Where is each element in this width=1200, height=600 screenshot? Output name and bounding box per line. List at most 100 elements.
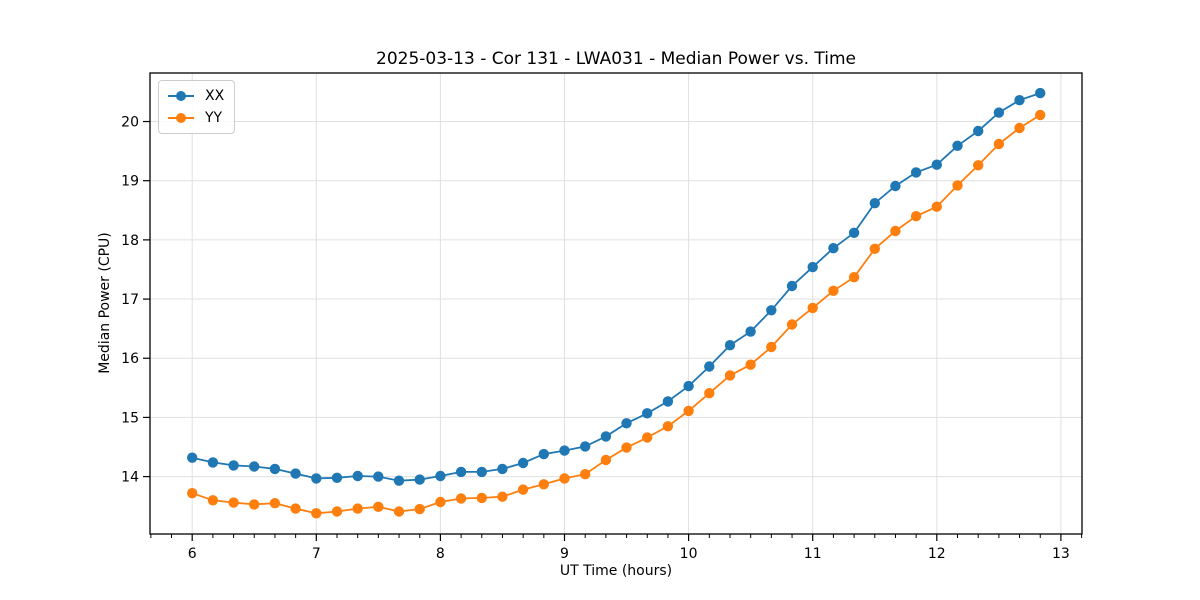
series-yy-marker xyxy=(952,180,963,191)
x-axis-label: UT Time (hours) xyxy=(559,563,673,579)
series-yy-marker xyxy=(249,499,260,510)
xx-line-swatch-icon xyxy=(168,91,194,101)
series-xx-marker xyxy=(435,470,446,482)
series-xx-marker xyxy=(621,418,632,429)
series-yy-marker xyxy=(187,488,198,499)
series-xx-marker xyxy=(228,460,239,471)
series-yy-marker xyxy=(1035,109,1046,121)
series-xx-marker xyxy=(890,180,901,192)
series-xx-marker xyxy=(580,441,591,452)
series-xx-marker xyxy=(269,463,281,475)
series-xx-marker xyxy=(249,461,260,472)
series-xx-marker xyxy=(848,227,860,238)
yy-line-swatch-icon xyxy=(168,113,194,123)
y-axis-label: Median Power (CPU) xyxy=(97,232,113,374)
series-xx-marker xyxy=(559,445,570,456)
y-tick-label: 20 xyxy=(121,115,139,131)
series-xx-marker xyxy=(704,361,715,372)
series-yy-marker xyxy=(228,497,239,508)
series-yy-marker xyxy=(993,138,1005,150)
series-yy-marker xyxy=(848,272,860,283)
series-yy-marker xyxy=(890,225,901,237)
x-tick-label: 6 xyxy=(188,546,197,562)
series-xx-marker xyxy=(393,475,405,486)
series-xx-marker xyxy=(600,431,612,442)
series-yy-marker xyxy=(807,302,818,314)
chart-title: 2025-03-13 - Cor 131 - LWA031 - Median P… xyxy=(376,49,856,69)
series-yy-marker xyxy=(207,495,219,506)
series-yy-marker xyxy=(517,484,529,495)
series-yy-marker xyxy=(724,370,736,381)
series-xx-marker xyxy=(207,457,219,468)
y-tick-label: 19 xyxy=(121,174,139,190)
series-xx-marker xyxy=(952,140,963,151)
series-yy-marker xyxy=(559,473,570,484)
series-xx-marker xyxy=(745,326,756,337)
series-xx-marker xyxy=(476,466,487,478)
y-tick-label: 17 xyxy=(121,292,139,308)
series-xx-marker xyxy=(662,396,674,407)
series-yy-marker xyxy=(373,501,384,512)
x-tick-label: 7 xyxy=(312,546,321,562)
series-xx-marker xyxy=(724,340,736,351)
series-xx-marker xyxy=(683,380,694,392)
series-xx-marker xyxy=(455,466,467,478)
series-yy-marker xyxy=(538,479,549,490)
series-yy-marker xyxy=(393,506,405,517)
series-yy-marker xyxy=(311,508,322,519)
series-xx-marker xyxy=(807,261,818,273)
series-yy-marker xyxy=(910,211,922,222)
series-xx-marker xyxy=(869,198,880,209)
series-xx-marker xyxy=(373,471,384,482)
series-xx-marker xyxy=(1035,87,1046,99)
series-yy-marker xyxy=(331,506,343,517)
legend-item-xx: XX xyxy=(166,85,224,107)
series-xx-marker xyxy=(414,474,425,485)
series-xx-marker xyxy=(538,448,549,460)
series-xx-marker xyxy=(993,107,1005,118)
series-xx-marker xyxy=(973,125,984,137)
series-yy-marker xyxy=(766,341,777,353)
series-yy-marker xyxy=(704,388,715,399)
series-xx-marker xyxy=(766,305,777,316)
series-xx-marker xyxy=(352,470,363,482)
series-yy-marker xyxy=(600,454,612,466)
series-yy-marker xyxy=(269,498,281,509)
x-tick-label: 12 xyxy=(928,546,946,562)
series-yy-marker xyxy=(869,243,880,254)
series-xx-marker xyxy=(828,243,839,254)
series-yy-marker xyxy=(828,285,839,296)
series-yy-marker xyxy=(414,503,425,515)
plot-spines xyxy=(149,72,1083,535)
x-tick-label: 11 xyxy=(804,546,822,562)
legend: XX YY xyxy=(158,80,236,134)
y-tick-label: 18 xyxy=(121,233,139,249)
series-xx-marker xyxy=(1014,95,1025,106)
x-tick-label: 13 xyxy=(1052,546,1070,562)
series-xx-line xyxy=(192,92,1041,482)
series-yy-marker xyxy=(290,503,301,514)
y-tick-label: 15 xyxy=(121,410,139,426)
series-yy-marker xyxy=(642,432,653,443)
legend-label-xx: XX xyxy=(205,88,225,104)
series-xx-marker xyxy=(497,463,508,475)
x-tick-label: 10 xyxy=(680,546,698,562)
series-yy-marker xyxy=(455,493,467,504)
series-xx-marker xyxy=(311,473,322,484)
x-tick-label: 8 xyxy=(436,546,445,562)
series-yy-marker xyxy=(476,492,487,504)
series-yy-marker xyxy=(973,160,984,171)
series-xx-marker xyxy=(331,472,343,483)
series-xx-marker xyxy=(642,408,653,419)
series-xx-marker xyxy=(786,280,798,292)
x-tick-label: 9 xyxy=(560,546,569,562)
series-yy-marker xyxy=(662,421,674,432)
series-xx-marker xyxy=(517,457,529,469)
y-tick-label: 14 xyxy=(121,470,139,486)
y-tick-label: 16 xyxy=(121,351,139,367)
series-yy-marker xyxy=(745,359,756,370)
series-yy-marker xyxy=(621,442,632,453)
legend-label-yy: YY xyxy=(205,110,223,126)
